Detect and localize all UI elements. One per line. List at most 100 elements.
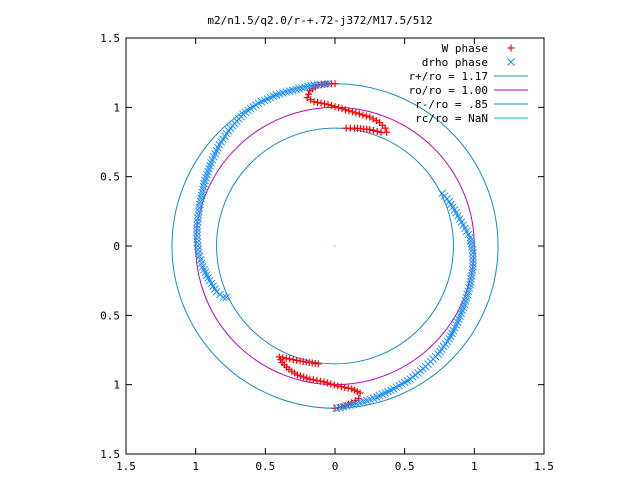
marker-stroke [201,268,210,277]
x-tick-label: 0.5 [255,460,275,473]
marker-stroke [200,179,208,188]
legend-label: W phase [442,42,488,55]
marker-stroke [210,285,219,293]
data-point [212,287,221,296]
marker-stroke [194,249,203,257]
marker-stroke [198,185,207,194]
marker-stroke [304,82,312,91]
marker-stroke [195,200,204,209]
marker-stroke [301,83,309,92]
marker-stroke [507,58,515,66]
marker-stroke [457,218,466,226]
marker-stroke [445,197,454,206]
marker-stroke [202,271,211,279]
marker-stroke [455,215,464,223]
data-point [348,385,356,393]
data-point [305,90,313,98]
marker-stroke [194,210,203,219]
x-tick-label: 0.5 [395,460,415,473]
marker-stroke [467,271,476,280]
marker-stroke [193,228,201,236]
data-point [334,382,342,390]
x-tick-label: 0 [332,460,339,473]
data-point [216,290,224,299]
marker-stroke [194,214,202,223]
data-point [466,236,475,245]
marker-stroke [197,194,205,203]
data-point [317,99,325,107]
marker-stroke [198,262,207,271]
marker-stroke [310,81,318,90]
data-point [313,377,321,385]
data-point [341,383,349,391]
legend-label: r-/ro = .85 [415,98,488,111]
data-point [306,375,314,383]
x-tick-label: 1 [192,460,199,473]
data-point [307,81,315,90]
marker-stroke [462,227,471,236]
data-point [222,293,231,302]
marker-stroke [332,404,341,413]
data-point [289,356,297,364]
data-point [362,112,370,120]
data-point [467,239,476,248]
data-point [369,115,377,123]
marker-stroke [194,245,202,254]
y-tick-label: 1 [113,379,120,392]
data-point [282,354,290,362]
marker-stroke [197,259,206,268]
data-point [330,381,338,389]
data-point [467,242,476,251]
data-point [341,106,349,114]
marker-stroke [467,239,476,248]
marker-stroke [199,182,208,191]
marker-stroke [468,246,477,254]
data-point [197,194,205,203]
marker-stroke [298,84,306,92]
data-point [352,109,360,117]
data-point [194,245,202,254]
data-point [332,404,341,413]
data-point [338,105,346,113]
marker-stroke [469,249,477,257]
marker-stroke [222,293,231,302]
data-point [327,380,335,388]
data-point [193,221,201,230]
data-point [377,128,385,136]
marker-stroke [212,287,221,296]
data-point [195,204,204,212]
data-point [293,356,301,364]
data-point [193,224,201,233]
data-point [469,259,477,268]
marker-stroke [216,290,224,299]
marker-stroke [193,217,202,226]
data-point [194,214,202,223]
data-point [279,354,287,362]
center-dot [334,245,336,247]
data-point [193,217,202,226]
marker-stroke [295,84,303,93]
data-point [320,378,328,386]
data-point [331,103,339,111]
data-point [331,404,339,412]
data-point [321,100,329,108]
marker-stroke [193,221,201,230]
marker-stroke [195,204,204,212]
marker-stroke [196,256,205,264]
data-point [303,374,311,382]
data-point [466,277,475,286]
data-point [295,84,303,93]
data-point [344,384,352,392]
data-point [286,355,294,363]
data-point [304,82,312,91]
data-points [193,79,477,413]
marker-stroke [467,274,475,283]
data-point [355,110,363,118]
marker-stroke [317,80,325,89]
y-tick-label: 0.5 [100,171,120,184]
marker-stroke [459,221,468,230]
marker-stroke [307,81,315,90]
data-point [310,81,318,90]
